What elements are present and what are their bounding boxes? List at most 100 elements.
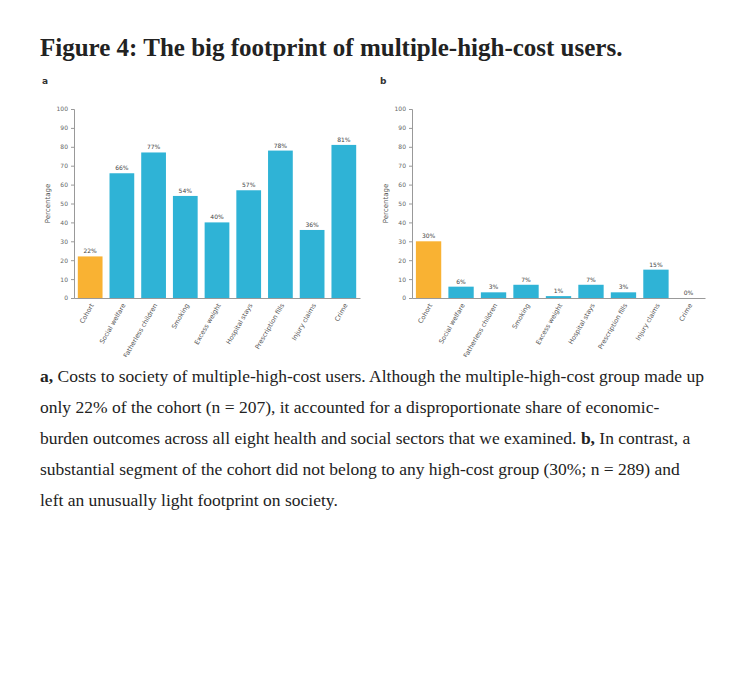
y-tick-label: 100: [57, 105, 69, 112]
panel-label: b: [380, 76, 387, 86]
data-labels: 22%66%77%54%40%57%78%36%81%: [83, 136, 350, 255]
bar: [331, 145, 356, 298]
y-tick: 10: [398, 276, 412, 283]
bar: [173, 196, 198, 298]
y-tick: 60: [60, 181, 74, 188]
bar: [643, 270, 668, 298]
x-tick: Fatherless children: [462, 298, 500, 357]
y-tick-label: 20: [60, 257, 68, 264]
x-tick-label: Prescription fills: [253, 302, 286, 351]
y-tick: 30: [60, 238, 74, 245]
y-tick: 90: [398, 124, 412, 131]
data-label: 81%: [337, 136, 351, 143]
y-axis-title: Percentage: [382, 184, 390, 223]
data-label: 78%: [274, 142, 288, 149]
bar: [236, 190, 261, 298]
x-tick-label: Social welfare: [98, 302, 128, 345]
panel-label: a: [42, 76, 48, 86]
bar: [416, 241, 441, 298]
y-tick: 70: [398, 162, 412, 169]
y-tick: 40: [60, 219, 74, 226]
y-tick-label: 10: [60, 276, 68, 283]
x-tick: Smoking: [170, 298, 191, 331]
y-tick: 60: [398, 181, 412, 188]
y-tick: 80: [60, 143, 74, 150]
x-axis: CohortSocial welfareFatherless children S…: [75, 298, 361, 357]
x-tick-label: Excess weight: [193, 302, 223, 346]
x-tick: Cohort: [416, 298, 434, 325]
data-label: 7%: [521, 276, 531, 283]
y-tick-mark: [409, 185, 412, 186]
data-label: 57%: [242, 181, 256, 188]
y-tick-label: 20: [398, 257, 406, 264]
x-tick-label: Fatherless children: [462, 302, 500, 357]
x-tick: Prescription fills: [253, 298, 286, 351]
data-label: 6%: [456, 278, 466, 285]
y-tick: 90: [60, 124, 74, 131]
y-tick: 80: [398, 143, 412, 150]
y-axis-line: [71, 110, 75, 299]
bar: [513, 285, 538, 298]
chart: bPercentage0102030405060708090100CohortS…: [380, 76, 706, 357]
y-tick-mark: [71, 166, 74, 167]
figure-title: Figure 4: The big footprint of multiple-…: [40, 28, 660, 68]
x-tick: Hospital stays: [567, 298, 597, 346]
bar: [110, 173, 135, 298]
x-tick: Smoking: [511, 298, 532, 331]
x-tick-label: Smoking: [170, 302, 191, 330]
y-tick-mark: [409, 204, 412, 205]
data-label: 0%: [684, 289, 694, 296]
y-tick: 100: [57, 105, 74, 112]
bar: [448, 287, 473, 298]
y-tick: 40: [398, 219, 412, 226]
data-label: 7%: [586, 276, 596, 283]
x-tick: Hospital stays: [225, 298, 255, 346]
y-tick: 10: [60, 276, 74, 283]
x-tick: Prescription fills: [596, 298, 629, 351]
data-label: 36%: [305, 221, 319, 228]
x-tick-label: Injury claims: [290, 302, 318, 342]
caption-label: b,: [581, 428, 595, 448]
y-tick-label: 50: [60, 200, 68, 207]
data-label: 40%: [210, 213, 224, 220]
y-tick: 100: [395, 105, 412, 112]
y-tick-mark: [409, 298, 412, 299]
y-tick-label: 0: [402, 294, 406, 301]
data-label: 3%: [619, 283, 629, 290]
y-tick-label: 80: [398, 143, 406, 150]
x-tick: Social welfare: [437, 298, 467, 345]
y-axis-line: [409, 110, 413, 299]
bar: [141, 152, 166, 298]
bar: [481, 292, 506, 298]
space: [577, 428, 581, 448]
y-tick-mark: [71, 204, 74, 205]
y-axis: 0102030405060708090100: [395, 105, 413, 301]
chart: aPercentage0102030405060708090100CohortS…: [42, 76, 361, 357]
y-tick-label: 10: [398, 276, 406, 283]
x-axis-line: [75, 298, 361, 299]
x-tick: Cohort: [78, 298, 96, 325]
x-tick-label: Prescription fills: [596, 302, 629, 351]
space: [53, 366, 57, 386]
y-axis-title: Percentage: [44, 184, 52, 223]
x-tick-label: Fatherless children: [122, 302, 160, 357]
data-labels: 30%6%3%7%1%7%3%15%0%: [422, 232, 694, 296]
bars: [78, 145, 356, 298]
y-tick-label: 60: [60, 181, 68, 188]
y-tick: 0: [64, 294, 74, 301]
y-tick-mark: [409, 128, 412, 129]
x-tick: Injury claims: [290, 298, 318, 342]
y-tick-mark: [409, 166, 412, 167]
x-tick: Crime: [678, 298, 695, 323]
x-tick: Crime: [333, 298, 350, 323]
y-tick-label: 30: [398, 238, 406, 245]
bar: [78, 256, 103, 298]
data-label: 3%: [489, 283, 499, 290]
x-tick: Social welfare: [98, 298, 128, 345]
x-axis-line: [413, 298, 706, 299]
bar: [268, 151, 293, 298]
x-tick-label: Hospital stays: [225, 302, 255, 346]
data-label: 77%: [147, 143, 161, 150]
caption-label: a,: [40, 366, 53, 386]
data-label: 1%: [554, 287, 564, 294]
